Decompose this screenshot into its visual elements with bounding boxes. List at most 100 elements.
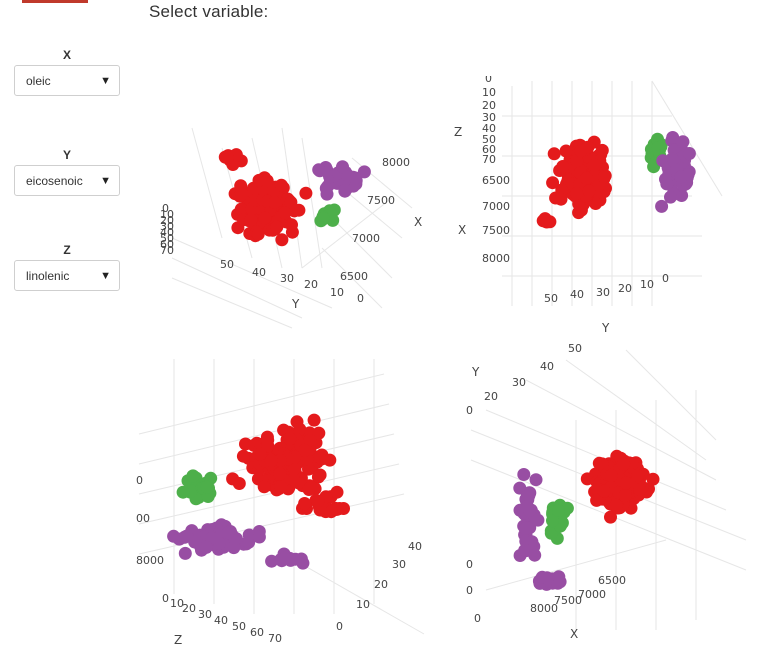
axis-tick-label: 8000 [136,554,164,567]
axis-tick-label: 40 [214,614,228,627]
data-point-red [609,498,623,512]
y-variable-label: Y [62,148,71,162]
grid-line [321,247,383,309]
data-point-purple [338,184,352,197]
data-point-purple [294,552,308,566]
axis-tick-label: 7500 [482,224,510,237]
grid-line [171,257,303,319]
data-point-purple [676,135,690,149]
data-point-red [220,151,234,165]
data-point-purple [265,554,279,568]
z-variable-control: Z linolenic ▼ [14,243,120,291]
y-variable-select[interactable]: eicosenoic ▼ [14,165,120,196]
x-variable-control: X oleic ▼ [14,48,120,96]
axis-tick-label: Z [454,125,462,139]
axis-tick-label: 60 [250,626,264,639]
axis-tick-label: 10 [330,286,344,299]
axis-tick-label: 0 [474,612,481,625]
grid-line [625,349,717,441]
axis-tick-label: 20 [304,278,318,291]
axis-tick-label: 6500 [482,174,510,187]
data-point-red [244,213,258,227]
axis-tick-label: 30 [512,376,526,389]
axis-tick-label: 10 [356,598,370,611]
axis-tick-label: 7000 [352,232,380,245]
data-point-red [270,220,284,234]
grid-line [331,217,393,279]
axis-tick-label: 50 [482,133,496,146]
axis-tick-label: 40 [160,226,174,239]
axis-tick-label: 0 [357,292,364,305]
axis-tick-label: 40 [482,122,496,135]
data-point-red [330,485,344,499]
axis-tick-label: 30 [392,558,406,571]
data-point-purple [178,546,192,560]
data-point-red [236,449,250,463]
grid-line [138,373,385,435]
axis-tick-label: 8000 [382,156,410,169]
data-point-green [186,469,200,483]
data-point-green [176,485,190,499]
axis-tick-label: 70 [268,632,282,645]
data-point-red [274,178,288,192]
data-point-red [232,477,246,490]
data-point-purple [336,160,349,174]
axis-tick-label: 10 [640,278,654,291]
axis-tick-label: 40 [408,540,422,553]
data-point-red [287,462,301,476]
data-point-red [293,422,307,436]
grid-line [171,277,293,329]
data-point-purple [519,544,533,558]
x-variable-select[interactable]: oleic ▼ [14,65,120,96]
axis-tick-label: 6500 [340,270,368,283]
data-point-red [595,143,609,157]
axis-tick-label: 7000 [482,200,510,213]
axis-tick-label: 8000 [530,602,558,615]
axis-tick-label: 0 [485,76,492,85]
axis-tick-label: Z [174,633,182,647]
axis-tick-label: 0 [162,592,169,605]
data-point-purple [242,528,256,542]
axis-tick-label: 8000 [482,252,510,265]
data-point-red [303,433,317,447]
data-point-purple [674,170,688,184]
z-variable-select[interactable]: linolenic ▼ [14,260,120,291]
data-point-purple [531,513,545,527]
data-point-red [559,144,573,158]
grid-line [191,127,223,239]
x-variable-value: oleic [26,74,51,88]
data-point-red [604,469,618,482]
data-point-red [580,171,593,185]
data-point-red [556,160,570,173]
data-point-red [546,176,560,190]
data-point-purple [180,529,194,543]
data-point-red [273,467,287,481]
data-point-purple [517,468,531,481]
axis-tick-label: 30 [596,286,610,299]
data-point-red [298,443,311,457]
axis-tick-label: 0 [662,272,669,285]
data-point-red [323,453,337,467]
axis-tick-label: 0 [466,558,473,571]
scatter3d-panel-top-left[interactable]: 8000750070006500X01020304050Y01020304050… [152,118,422,338]
data-point-red [235,187,249,201]
data-point-purple [199,540,213,554]
axis-tick-label: 7000 [578,588,606,601]
data-point-red [268,195,281,209]
axis-tick-label: 0 [466,584,473,597]
axis-tick-label: 20 [374,578,388,591]
axis-tick-label: 20 [618,282,632,295]
grid-line [525,379,717,481]
data-point-red [597,484,611,498]
data-point-purple [664,190,677,204]
data-point-green [552,504,565,517]
data-point-red [633,483,647,497]
axis-tick-label: 40 [540,360,554,373]
page-heading: Select variable: [149,2,269,21]
data-point-red [617,457,630,471]
data-point-purple [518,521,532,535]
data-point-purple [278,551,292,565]
